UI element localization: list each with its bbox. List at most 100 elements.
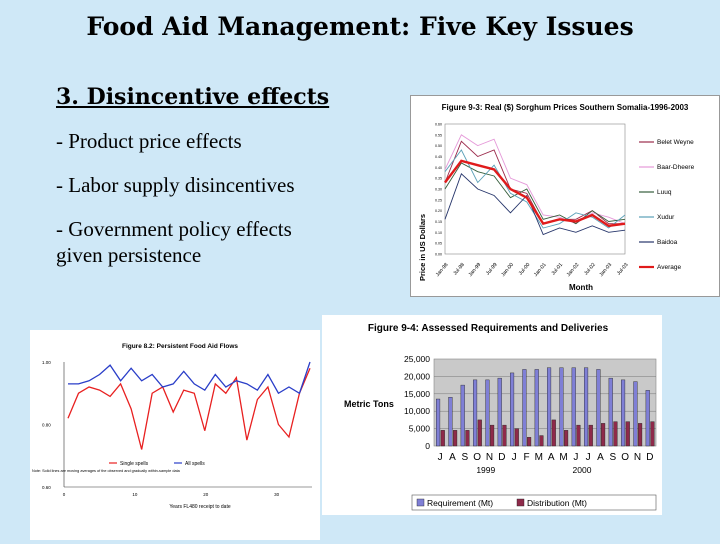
sorghum-price-chart: Figure 9-3: Real ($) Sorghum Prices Sout… [418, 103, 695, 292]
slide-title: Food Aid Management: Five Key Issues [86, 12, 634, 41]
bullet-2: - Labor supply disincentives [56, 173, 295, 197]
chart3-plot-area [433, 358, 657, 447]
chart1-ytick: 0.00 [435, 253, 442, 257]
chart3-xtick: J [586, 452, 591, 463]
chart3-bar-0 [522, 369, 527, 447]
chart3-bar-1 [465, 430, 470, 447]
chart3-bar-0 [534, 369, 539, 447]
food-aid-chart-panel: Figure 8.2: Persistent Food Aid Flows Ye… [30, 330, 320, 540]
chart1-title: Figure 9-3: Real ($) Sorghum Prices Sout… [442, 103, 689, 112]
chart2-legend-label: Single spells [120, 461, 149, 467]
chart1-series-line-2 [444, 162, 626, 225]
chart2-series-line-0 [67, 367, 311, 450]
chart3-ytick: 15,000 [404, 389, 430, 399]
chart3-legend-swatch [416, 498, 425, 507]
chart3-xtick: J [573, 452, 578, 463]
chart1-legend-label: Baidoa [657, 239, 678, 246]
chart2-xtick: 30 [274, 492, 280, 497]
chart3-bar-1 [650, 421, 655, 447]
chart1-ytick: 0.50 [435, 144, 442, 148]
chart3-bar-0 [608, 377, 613, 447]
chart2-title: Figure 8.2: Persistent Food Aid Flows [122, 343, 238, 350]
chart1-xlabel: Month [569, 283, 593, 292]
chart1-xtick: Jan-98 [435, 262, 450, 278]
chart1-legend-label: Average [657, 264, 681, 271]
chart2-ytick: 0.80 [42, 423, 51, 428]
chart3-bar-0 [510, 372, 515, 447]
chart2-note: Note: Solid lines are moving averages of… [32, 469, 181, 473]
chart1-ytick: 0.55 [435, 133, 442, 137]
chart3-bar-0 [448, 397, 453, 447]
chart2-xtick: 0 [63, 492, 66, 497]
chart3-ytick: 25,000 [404, 354, 430, 364]
chart3-bar-1 [440, 430, 445, 447]
chart3-xtick: D [646, 452, 653, 463]
section-heading: 3. Disincentive effects [56, 84, 330, 110]
chart1-ylabel: Price in US Dollars [418, 214, 427, 281]
chart3-bar-1 [613, 421, 618, 447]
chart3-xtick: F [523, 452, 529, 463]
chart1-ytick: 0.15 [435, 220, 442, 224]
chart3-bar-0 [633, 381, 638, 447]
chart1-series-line-4 [444, 173, 626, 236]
chart3-xtick: A [548, 452, 555, 463]
chart2-xlabel: Years FL480 receipt to date [169, 504, 230, 510]
chart2-legend-label: All spells [185, 461, 205, 467]
chart3-xtick: O [473, 452, 481, 463]
chart3-bar-1 [564, 430, 569, 447]
chart3-xtick: A [597, 452, 604, 463]
chart3-xtick: J [438, 452, 443, 463]
chart1-xtick: Jan-03 [598, 262, 613, 278]
chart3-bar-1 [588, 424, 593, 447]
chart1-legend-label: Baar-Dheere [657, 164, 695, 171]
persistent-food-aid-chart: Figure 8.2: Persistent Food Aid Flows Ye… [32, 343, 312, 510]
chart3-xtick: N [634, 452, 641, 463]
chart1-plot-area [444, 123, 626, 255]
chart1-xtick: Jul-00 [518, 262, 532, 277]
chart1-xtick: Jan-99 [468, 262, 483, 278]
bullet-3-cont: given persistence [56, 243, 202, 267]
chart3-bar-0 [584, 367, 589, 447]
chart3-ylabel: Metric Tons [344, 399, 394, 409]
chart1-xtick: Jan-00 [500, 262, 515, 278]
chart1-ytick: 0.30 [435, 188, 442, 192]
chart1-xtick: Jan-01 [533, 262, 548, 278]
chart3-year-label: 1999 [476, 465, 495, 475]
chart3-bar-1 [490, 424, 495, 447]
chart1-xtick: Jul-99 [485, 262, 499, 277]
chart3-bar-0 [559, 367, 564, 447]
chart3-xtick: S [461, 452, 468, 463]
chart3-bar-0 [547, 367, 552, 447]
chart3-legend-label: Requirement (Mt) [427, 498, 493, 508]
chart3-ytick: 0 [425, 441, 430, 451]
chart3-bar-0 [485, 379, 490, 447]
chart3-xtick: M [535, 452, 543, 463]
chart1-legend-label: Luuq [657, 189, 672, 196]
chart3-xtick: N [486, 452, 493, 463]
requirements-chart-panel: Figure 9-4: Assessed Requirements and De… [322, 315, 662, 515]
chart3-bar-0 [473, 379, 478, 447]
chart1-ytick: 0.20 [435, 209, 442, 213]
chart1-legend-label: Belet Weyne [657, 139, 694, 146]
chart3-ytick: 10,000 [404, 406, 430, 416]
chart3-bar-0 [497, 377, 502, 447]
chart3-legend-swatch [516, 498, 525, 507]
chart3-bar-1 [514, 428, 519, 447]
chart1-series-line-5 [444, 159, 626, 228]
chart3-bar-1 [551, 419, 556, 447]
chart3-bar-1 [539, 435, 544, 447]
sorghum-chart-panel: Figure 9-3: Real ($) Sorghum Prices Sout… [410, 95, 720, 297]
chart3-bar-0 [460, 384, 465, 447]
chart3-title: Figure 9-4: Assessed Requirements and De… [368, 323, 609, 334]
chart2-ytick: 0.60 [42, 485, 51, 490]
chart1-ytick: 0.45 [435, 155, 442, 159]
chart1-legend-label: Xudur [657, 214, 675, 221]
chart3-xtick: J [512, 452, 517, 463]
chart3-bar-0 [436, 398, 441, 447]
chart3-legend-box [411, 494, 657, 511]
chart3-ytick: 20,000 [404, 371, 430, 381]
chart1-xtick: Jul-98 [452, 262, 466, 277]
chart3-xtick: D [498, 452, 505, 463]
chart3-bar-1 [502, 424, 507, 447]
chart1-ytick: 0.35 [435, 177, 442, 181]
